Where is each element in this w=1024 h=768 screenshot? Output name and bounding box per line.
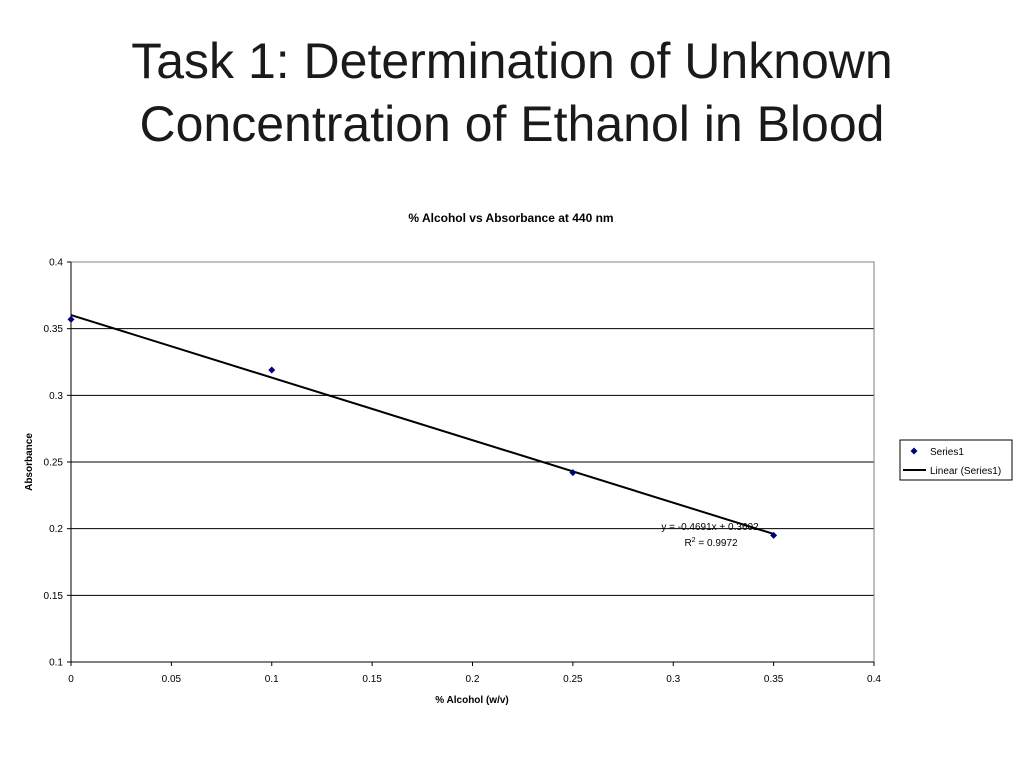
r2-prefix: R bbox=[684, 538, 691, 549]
y-tick-label: 0.35 bbox=[44, 324, 64, 335]
trendline-equation: y = -0.4691x + 0.3602 bbox=[661, 522, 759, 533]
y-tick-label: 0.15 bbox=[44, 591, 64, 602]
y-tick-label: 0.25 bbox=[44, 458, 64, 469]
y-tick-label: 0.1 bbox=[49, 658, 63, 669]
slide-title-line-1: Task 1: Determination of Unknown bbox=[131, 33, 893, 89]
x-tick-label: 0.3 bbox=[666, 674, 680, 685]
x-tick-label: 0.05 bbox=[162, 674, 182, 685]
data-points bbox=[67, 315, 778, 539]
r2-superscript: 2 bbox=[692, 537, 696, 544]
x-tick-label: 0.4 bbox=[867, 674, 881, 685]
x-tick-label: 0 bbox=[68, 674, 74, 685]
y-tick-label: 0.4 bbox=[49, 258, 63, 269]
data-point bbox=[770, 531, 778, 539]
x-axis-label: % Alcohol (w/v) bbox=[435, 695, 509, 706]
data-point bbox=[268, 366, 276, 374]
trendline bbox=[70, 314, 774, 535]
slide-title-line-2: Concentration of Ethanol in Blood bbox=[139, 96, 885, 152]
x-tick-label: 0.15 bbox=[362, 674, 382, 685]
x-tick-label: 0.35 bbox=[764, 674, 784, 685]
legend-box bbox=[899, 439, 1013, 481]
legend-trendline-label: Linear (Series1) bbox=[930, 466, 1001, 477]
data-point bbox=[569, 469, 577, 477]
legend: Series1 Linear (Series1) bbox=[899, 439, 1013, 481]
y-axis-label: Absorbance bbox=[24, 433, 35, 491]
legend-series-marker bbox=[910, 447, 918, 455]
trendline-r-squared: R2 = 0.9972 bbox=[684, 537, 738, 549]
chart-title: % Alcohol vs Absorbance at 440 nm bbox=[408, 211, 613, 225]
legend-series-label: Series1 bbox=[930, 447, 964, 458]
data-point bbox=[67, 315, 75, 323]
x-axis-ticks: 0 0.05 0.1 0.15 0.2 0.25 0.3 0.35 0.4 bbox=[68, 662, 881, 685]
y-tick-label: 0.3 bbox=[49, 391, 63, 402]
trendline-layer bbox=[70, 314, 774, 535]
x-tick-label: 0.2 bbox=[466, 674, 480, 685]
x-tick-label: 0.25 bbox=[563, 674, 583, 685]
y-tick-label: 0.2 bbox=[49, 524, 63, 535]
chart-gridlines bbox=[71, 328, 874, 596]
x-tick-label: 0.1 bbox=[265, 674, 279, 685]
y-axis-ticks: 0.1 0.15 0.2 0.25 0.3 0.35 0.4 bbox=[44, 258, 71, 669]
r2-value: = 0.9972 bbox=[696, 538, 738, 549]
slide-title: Task 1: Determination of Unknown Concent… bbox=[0, 30, 1024, 156]
